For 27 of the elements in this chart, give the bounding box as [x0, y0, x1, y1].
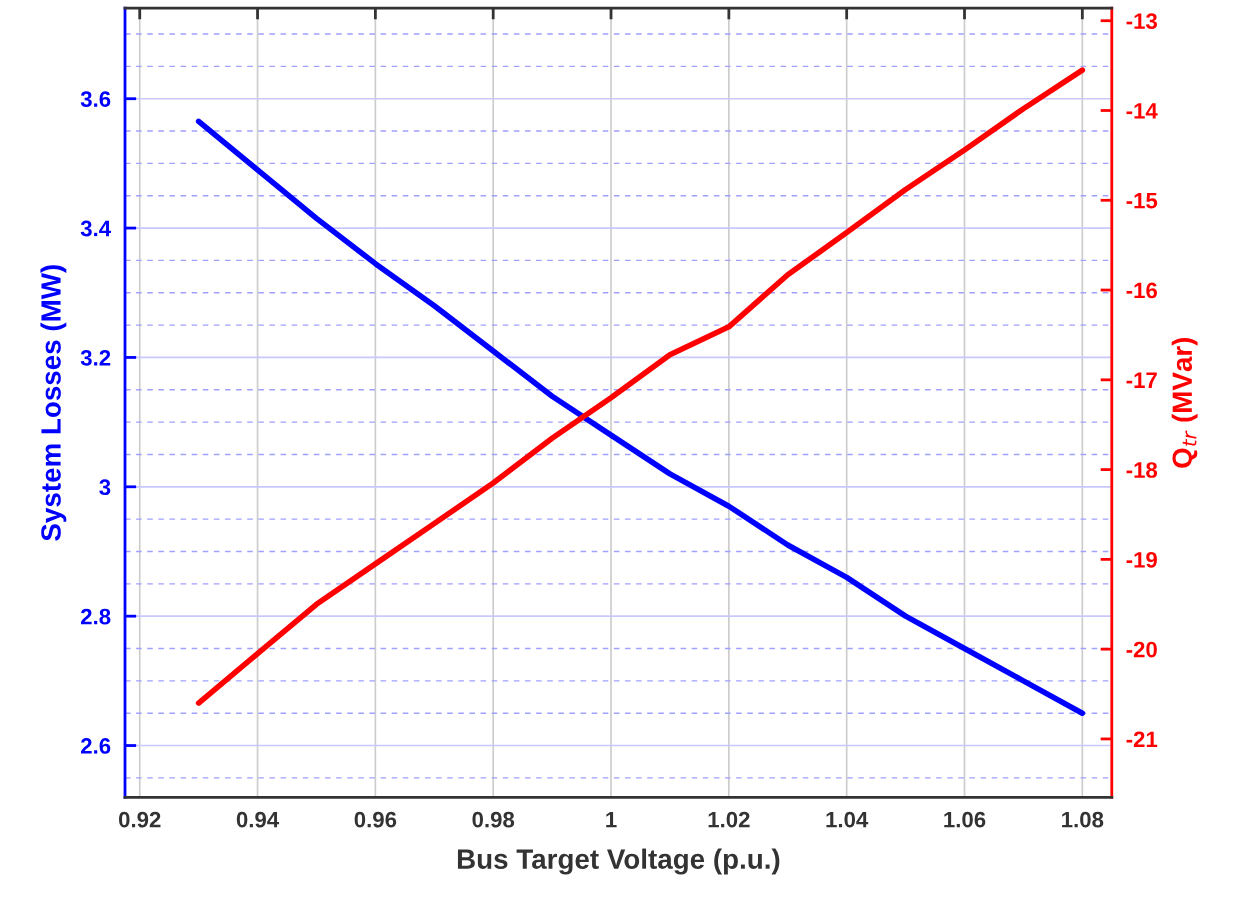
y2-tick-label: -17 — [1126, 372, 1157, 388]
y-tick-label: 3.4 — [80, 220, 111, 237]
y-tick-label: 2.8 — [80, 608, 111, 625]
y2-tick-label: -21 — [1126, 731, 1158, 747]
y2-tick-label: -14 — [1126, 103, 1158, 119]
y2-tick-label: -13 — [1126, 13, 1157, 30]
x-tick-label: 0.98 — [472, 811, 515, 828]
x-tick-label: 0.96 — [354, 811, 397, 828]
x-axis-title: Bus Target Voltage (p.u.) — [457, 848, 780, 875]
y-tick-label: 3.2 — [80, 349, 111, 366]
y2-tick-label: -20 — [1126, 641, 1157, 658]
y2-tick-label: -18 — [1126, 462, 1158, 478]
x-tick-label: 1.02 — [708, 811, 750, 828]
x-tick-label: 0.94 — [236, 811, 280, 828]
y2-tick-label: -19 — [1126, 551, 1157, 568]
x-tick-label: 1 — [606, 811, 617, 828]
y-tick-label: 3 — [99, 479, 111, 496]
x-tick-label: 1.06 — [944, 811, 986, 828]
y2-tick-label: -15 — [1126, 193, 1158, 209]
x-tick-label: 1.08 — [1062, 811, 1104, 828]
y2-axis-title: Q$_{tr}$ (MVar) — [1171, 337, 1198, 468]
y2-tick-label: -16 — [1126, 282, 1157, 299]
y-tick-label: 3.6 — [80, 91, 111, 108]
y-axis-title: System Losses (MW) — [40, 265, 67, 541]
x-tick-label: 0.92 — [118, 811, 161, 828]
x-tick-label: 1.04 — [826, 811, 869, 828]
y-tick-label: 2.6 — [80, 738, 111, 754]
